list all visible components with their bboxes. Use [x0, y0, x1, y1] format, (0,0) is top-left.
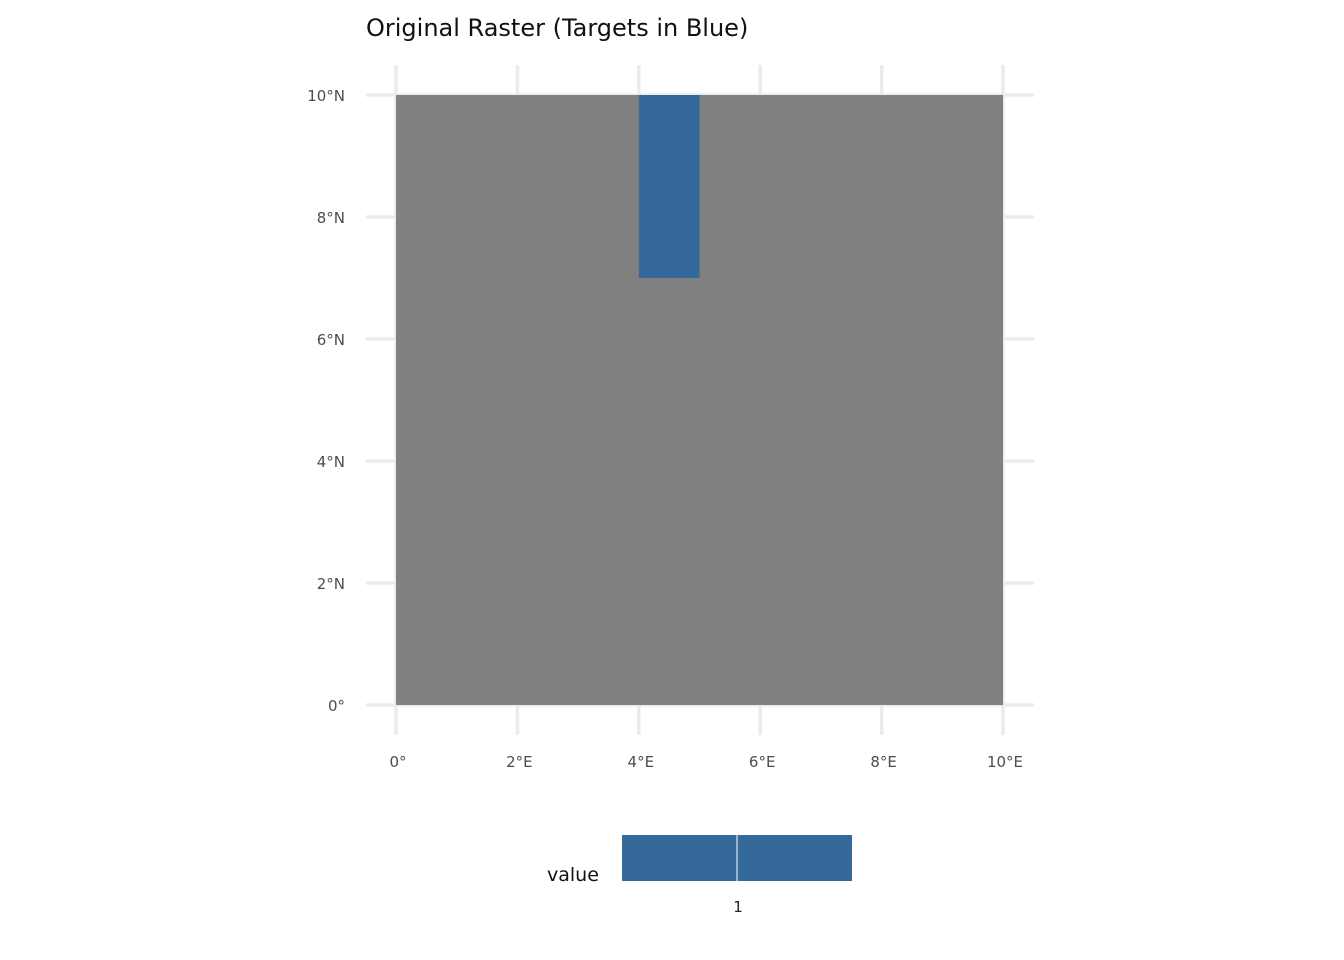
legend-label: 1 — [733, 898, 743, 916]
x-axis-ticks: 0° 2°E 4°E 6°E 8°E 10°E — [389, 753, 1023, 771]
raster-cells — [396, 95, 1003, 705]
x-tick-label: 10°E — [987, 753, 1023, 771]
x-tick-label: 2°E — [506, 753, 533, 771]
y-tick-label: 6°N — [317, 331, 345, 349]
y-tick-label: 2°N — [317, 575, 345, 593]
chart-title: Original Raster (Targets in Blue) — [366, 14, 749, 42]
legend-title: value — [547, 864, 599, 886]
x-tick-label: 6°E — [749, 753, 776, 771]
x-tick-label: 4°E — [628, 753, 655, 771]
y-tick-label: 4°N — [317, 453, 345, 471]
x-tick-label: 8°E — [870, 753, 897, 771]
y-tick-label: 8°N — [317, 209, 345, 227]
target-cell — [638, 95, 700, 278]
y-axis-ticks: 0° 2°N 4°N 6°N 8°N 10°N — [307, 87, 345, 715]
y-tick-label: 0° — [328, 697, 345, 715]
y-tick-label: 10°N — [307, 87, 345, 105]
x-tick-label: 0° — [389, 753, 406, 771]
